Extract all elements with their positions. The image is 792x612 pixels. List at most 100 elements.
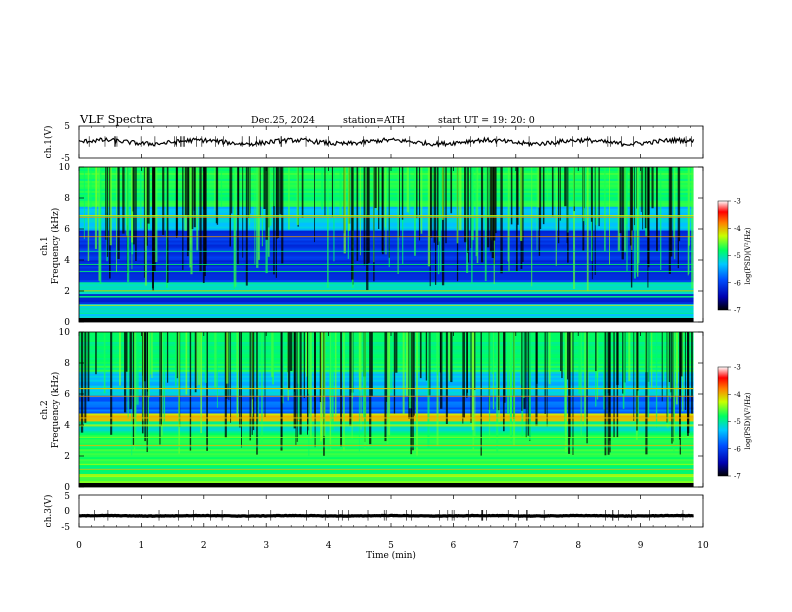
sferic-streak: [418, 167, 421, 241]
sferic-streak: [628, 332, 631, 382]
sferic-streak: [251, 332, 253, 400]
sferic-streak: [626, 167, 628, 271]
sferic-streak: [491, 167, 494, 258]
spectrogram-band: [79, 316, 694, 319]
ch1-spectrogram-image: [79, 167, 703, 322]
spectral-line: [79, 424, 694, 426]
sferic-streak: [651, 167, 654, 209]
sferic-streak: [419, 332, 422, 379]
sferic-streak: [153, 167, 155, 272]
spectrogram-band: [79, 447, 694, 450]
spectrogram-band: [79, 308, 694, 311]
sferic-streak: [198, 332, 201, 386]
sferic-streak: [420, 167, 423, 234]
sferic-streak: [287, 167, 290, 230]
ch2-colorbar: -3 -4 -5 -6 -7 log(PSD)(V²/Hz): [717, 364, 752, 481]
sferic-streak: [240, 332, 242, 448]
sferic-streak: [134, 332, 136, 452]
sferic-streak: [491, 332, 494, 375]
sferic-streak: [466, 332, 468, 398]
sferic-streak: [216, 167, 219, 225]
sferic-streak: [607, 332, 610, 455]
time-axis-label: Time (min): [366, 550, 416, 561]
freq-tick-label: 4: [64, 256, 70, 266]
sferic-streak: [90, 167, 92, 208]
sferic-streak: [248, 167, 251, 218]
sferic-streak: [135, 332, 137, 436]
sferic-streak: [427, 332, 430, 449]
sferic-streak: [636, 332, 638, 431]
sferic-streak: [591, 167, 593, 280]
spectrogram-gap: [693, 332, 703, 487]
time-tick-label: 2: [201, 541, 207, 551]
spectral-line: [79, 417, 694, 419]
ch3-ytick-top: 5: [64, 492, 70, 502]
sferic-streak: [301, 167, 304, 218]
ch3-waveform-marks: [78, 510, 694, 521]
sferic-streak: [510, 167, 513, 225]
sferic-streak: [115, 167, 118, 273]
sferic-streak: [122, 167, 125, 234]
sferic-streak: [351, 167, 354, 280]
sferic-streak: [95, 167, 98, 207]
sferic-streak: [333, 167, 335, 262]
sferic-streak: [572, 332, 574, 455]
sferic-streak: [143, 167, 145, 278]
sferic-streak: [609, 332, 611, 453]
time-tick-label: 0: [76, 541, 82, 551]
sferic-streak: [84, 332, 87, 423]
sferic-streak: [146, 167, 148, 246]
sferic-streak: [459, 167, 462, 231]
spectral-line: [79, 425, 694, 427]
spectrogram-band: [79, 284, 694, 287]
ch1-colorbar-scale: [717, 200, 729, 311]
sferic-streak: [146, 332, 148, 392]
sferic-streak: [109, 167, 112, 246]
sferic-streak: [126, 167, 128, 236]
sferic-streak: [214, 167, 216, 211]
sferic-streak: [613, 332, 615, 438]
sferic-streak: [196, 167, 199, 251]
sferic-streak: [595, 167, 598, 226]
freq-tick-label: 4: [64, 421, 70, 431]
sferic-streak: [645, 332, 648, 455]
spectrogram-gap: [693, 167, 703, 322]
spectrogram-band: [79, 278, 694, 281]
sferic-streak: [679, 332, 681, 455]
sferic-streak: [616, 332, 619, 438]
spectrogram-band: [79, 274, 694, 277]
sferic-streak: [149, 332, 152, 375]
sferic-streak: [604, 167, 606, 252]
sferic-streak: [508, 167, 510, 271]
sferic-streak: [271, 332, 274, 378]
sferic-streak: [413, 167, 416, 256]
sferic-streak: [330, 332, 332, 452]
sferic-streak: [523, 332, 526, 409]
sferic-streak: [546, 332, 548, 427]
sferic-streak: [281, 332, 283, 439]
sferic-streak: [189, 167, 192, 245]
freq-tick-label: 2: [64, 452, 70, 462]
sferic-streak: [146, 332, 148, 453]
sferic-streak: [189, 332, 192, 451]
sferic-streak: [584, 332, 587, 427]
sferic-streak: [87, 167, 90, 262]
sferic-streak: [252, 332, 255, 431]
sferic-streak: [622, 332, 625, 409]
sferic-streak: [678, 167, 681, 242]
sferic-streak: [629, 167, 632, 246]
sferic-streak: [366, 167, 369, 291]
ch2-spectrogram-ylabel-freq: Frequency (kHz): [50, 372, 61, 449]
sferic-streak: [680, 332, 683, 377]
sferic-streak: [436, 167, 439, 245]
sferic-streak: [434, 167, 437, 285]
sferic-streak: [296, 167, 298, 226]
sferic-streak: [666, 332, 669, 429]
sferic-streak: [642, 167, 644, 230]
sferic-streak: [522, 167, 524, 263]
sferic-streak: [568, 332, 571, 454]
colorbar-tick-label: -3: [734, 198, 741, 206]
time-tick-label: 1: [139, 541, 145, 551]
sferic-streak: [208, 167, 210, 206]
sferic-streak: [103, 332, 106, 394]
